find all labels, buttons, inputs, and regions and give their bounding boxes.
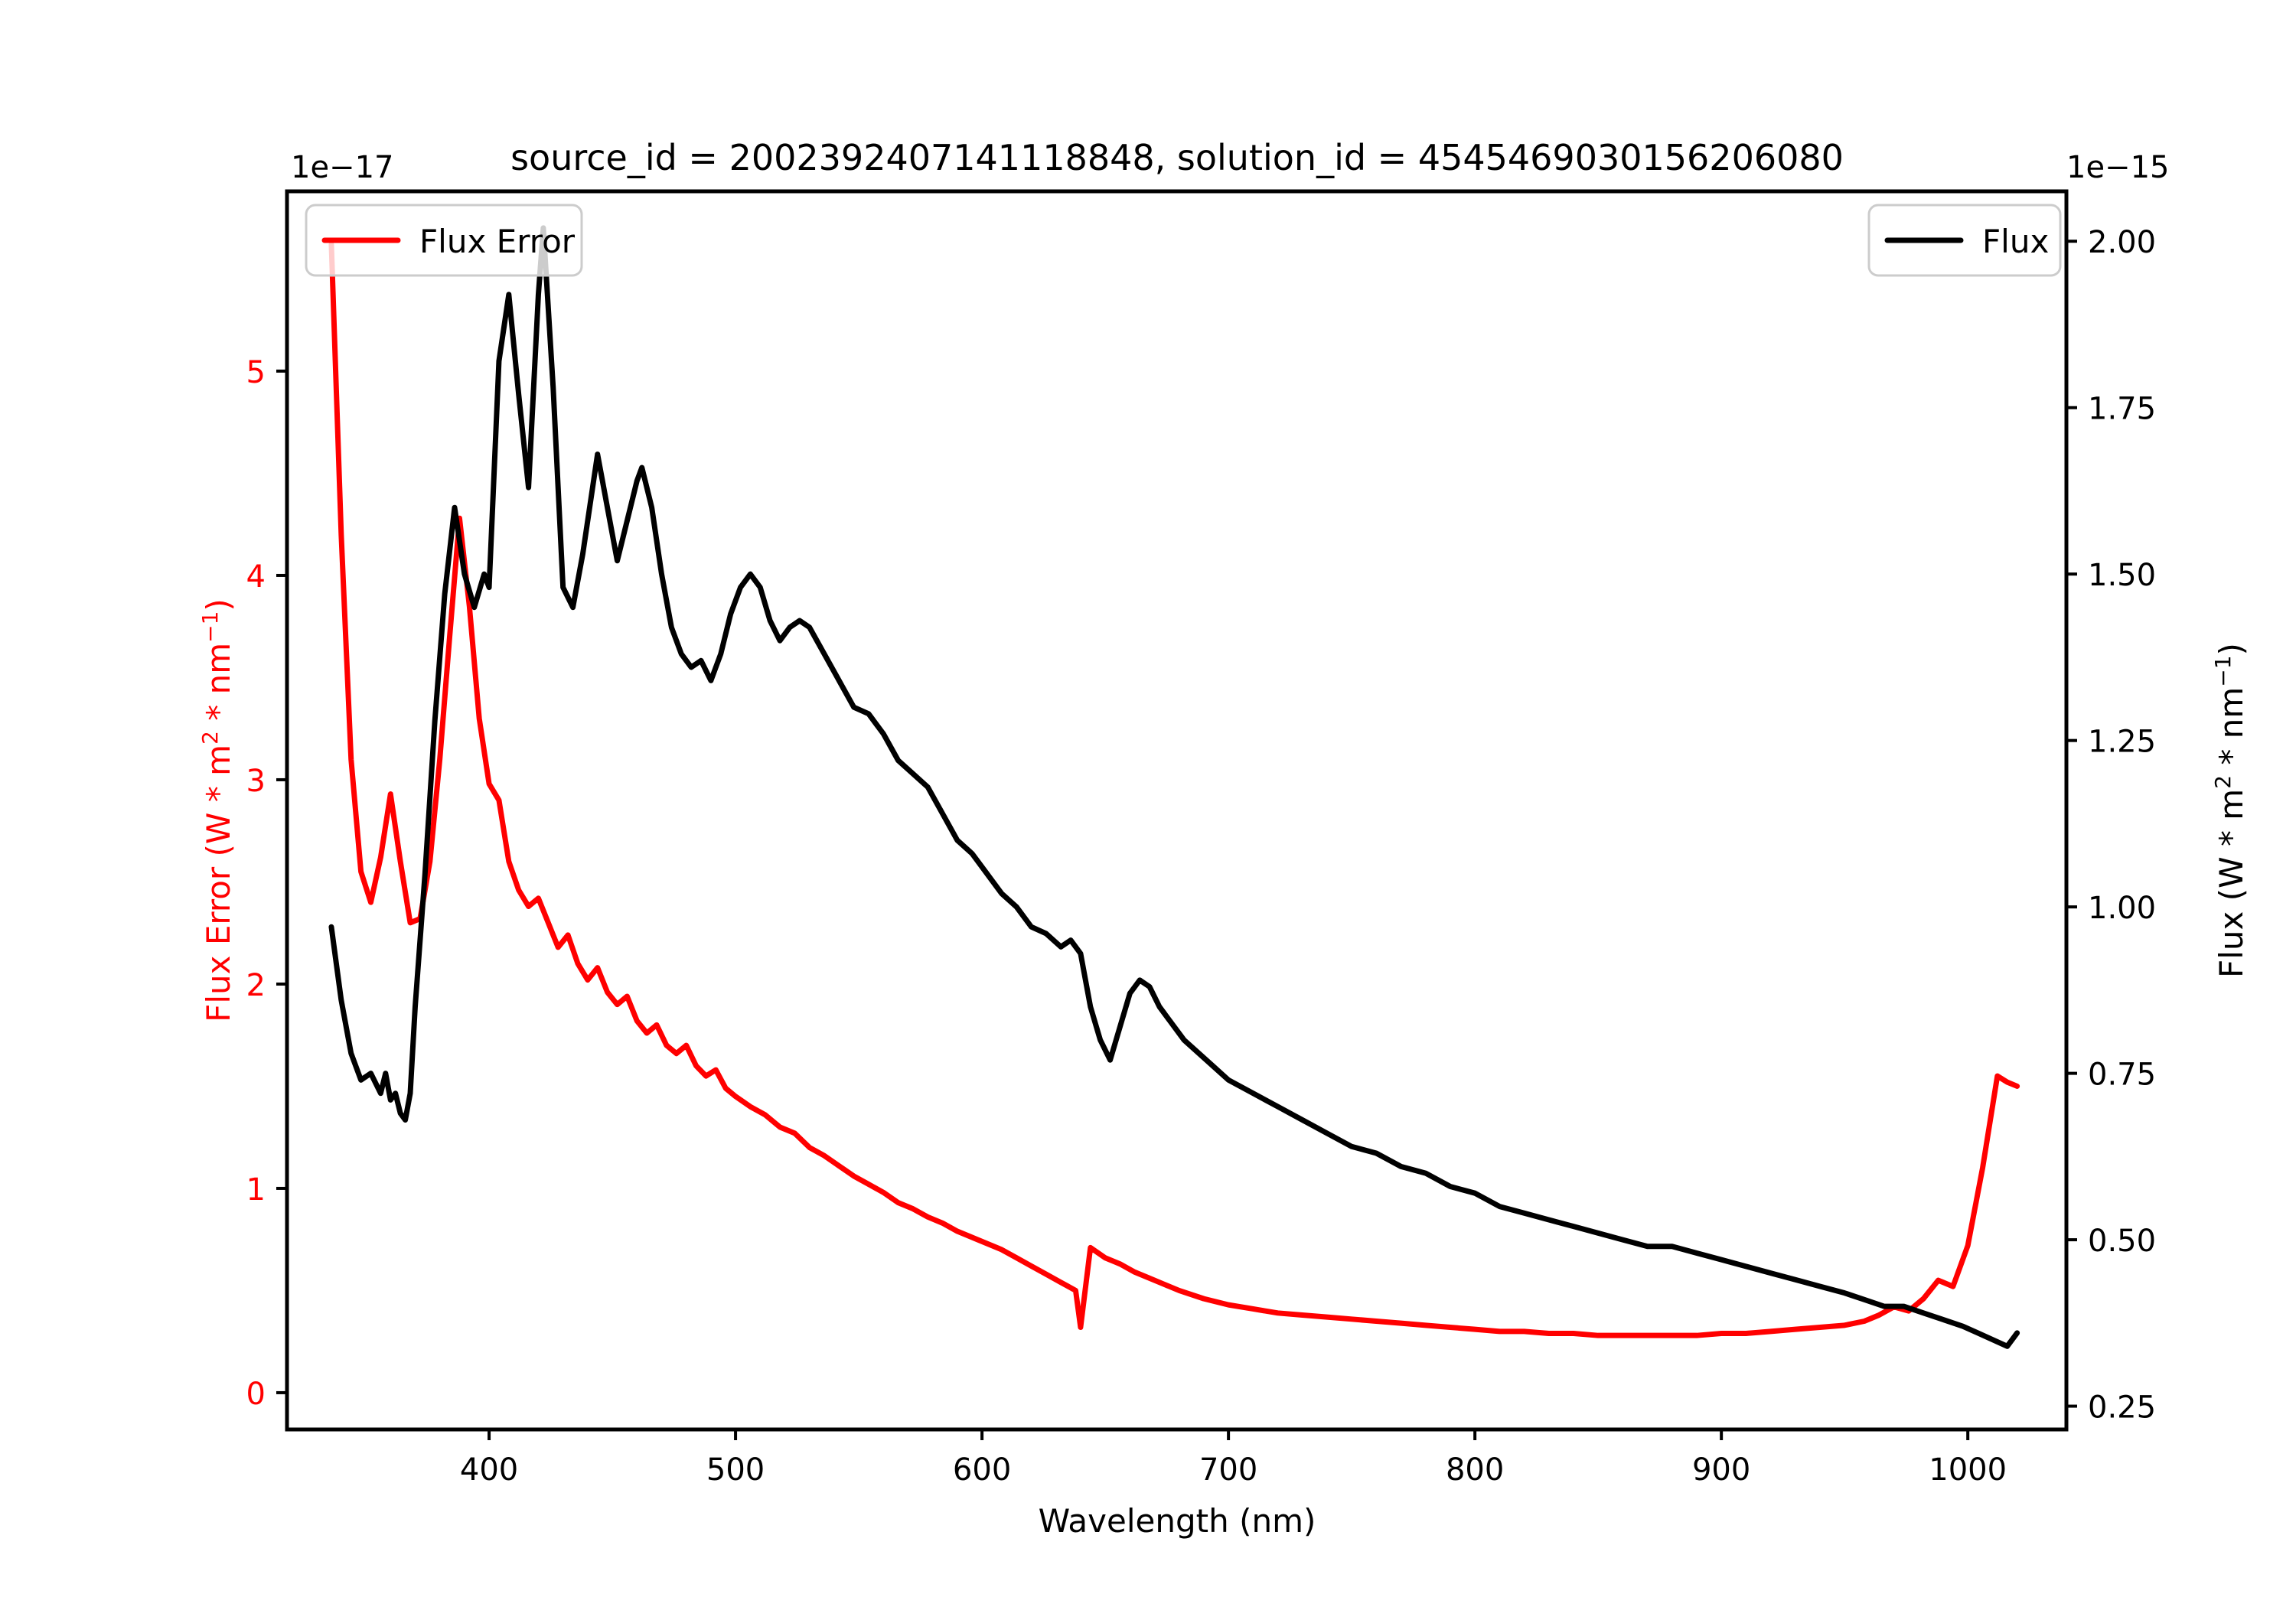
y-axis-right-label: Flux (W * m2 * nm−1) (2210, 643, 2250, 978)
x-tick-600-label: 600 (953, 1452, 1011, 1488)
x-axis-ticks: 400 500 600 700 800 900 1000 (460, 1429, 2007, 1488)
x-tick-800-label: 800 (1446, 1452, 1504, 1488)
y-left-tick-0-label: 0 (246, 1377, 266, 1412)
legend-left-label: Flux Error (419, 223, 576, 260)
y-right-tick-0.25-label: 0.25 (2088, 1390, 2156, 1426)
x-tick-400-label: 400 (460, 1452, 518, 1488)
x-tick-500-label: 500 (706, 1452, 765, 1488)
legend-flux-error[interactable]: Flux Error (305, 204, 583, 277)
y-right-tick-0.75-label: 0.75 (2088, 1058, 2156, 1093)
legend-right-box (1867, 204, 2062, 277)
left-axis-offset-text: 1e−17 (291, 150, 393, 185)
legend-flux[interactable]: Flux (1867, 204, 2062, 277)
y-left-tick-4-label: 4 (246, 559, 266, 595)
y-right-tick-1.00-label: 1.00 (2088, 891, 2156, 926)
y-left-tick-1-label: 1 (246, 1172, 266, 1208)
y-left-tick-5-label: 5 (246, 355, 266, 390)
flux-error-line (328, 241, 2020, 1338)
axes-spines (285, 189, 2069, 1432)
y-left-tick-3-label: 3 (246, 764, 266, 799)
y-right-tick-1.25-label: 1.25 (2088, 725, 2156, 760)
x-tick-700-label: 700 (1199, 1452, 1257, 1488)
x-tick-1000-label: 1000 (1929, 1452, 2007, 1488)
axes-frame (285, 189, 2069, 1432)
y-right-tick-1.75-label: 1.75 (2088, 392, 2156, 427)
y-axis-right-ticks: 0.25 0.50 0.75 1.00 1.25 1.50 1.75 2.00 (2066, 225, 2156, 1426)
x-axis-label: Wavelength (nm) (1039, 1502, 1316, 1540)
page-title: source_id = 2002392407141118848, solutio… (510, 137, 1844, 178)
y-right-tick-0.50-label: 0.50 (2088, 1224, 2156, 1259)
y-left-tick-2-label: 2 (246, 968, 266, 1003)
legend-right-label: Flux (1982, 223, 2049, 260)
flux-line (328, 225, 2020, 1349)
y-axis-left-ticks: 0 1 2 3 4 5 (246, 355, 287, 1412)
y-right-tick-1.50-label: 1.50 (2088, 558, 2156, 593)
y-axis-left-label: Flux Error (W * m2 * nm−1) (197, 598, 237, 1022)
right-axis-offset-text: 1e−15 (2066, 150, 2169, 185)
legend-left-box (305, 204, 583, 277)
y-right-tick-2.00-label: 2.00 (2088, 225, 2156, 260)
x-tick-900-label: 900 (1692, 1452, 1750, 1488)
